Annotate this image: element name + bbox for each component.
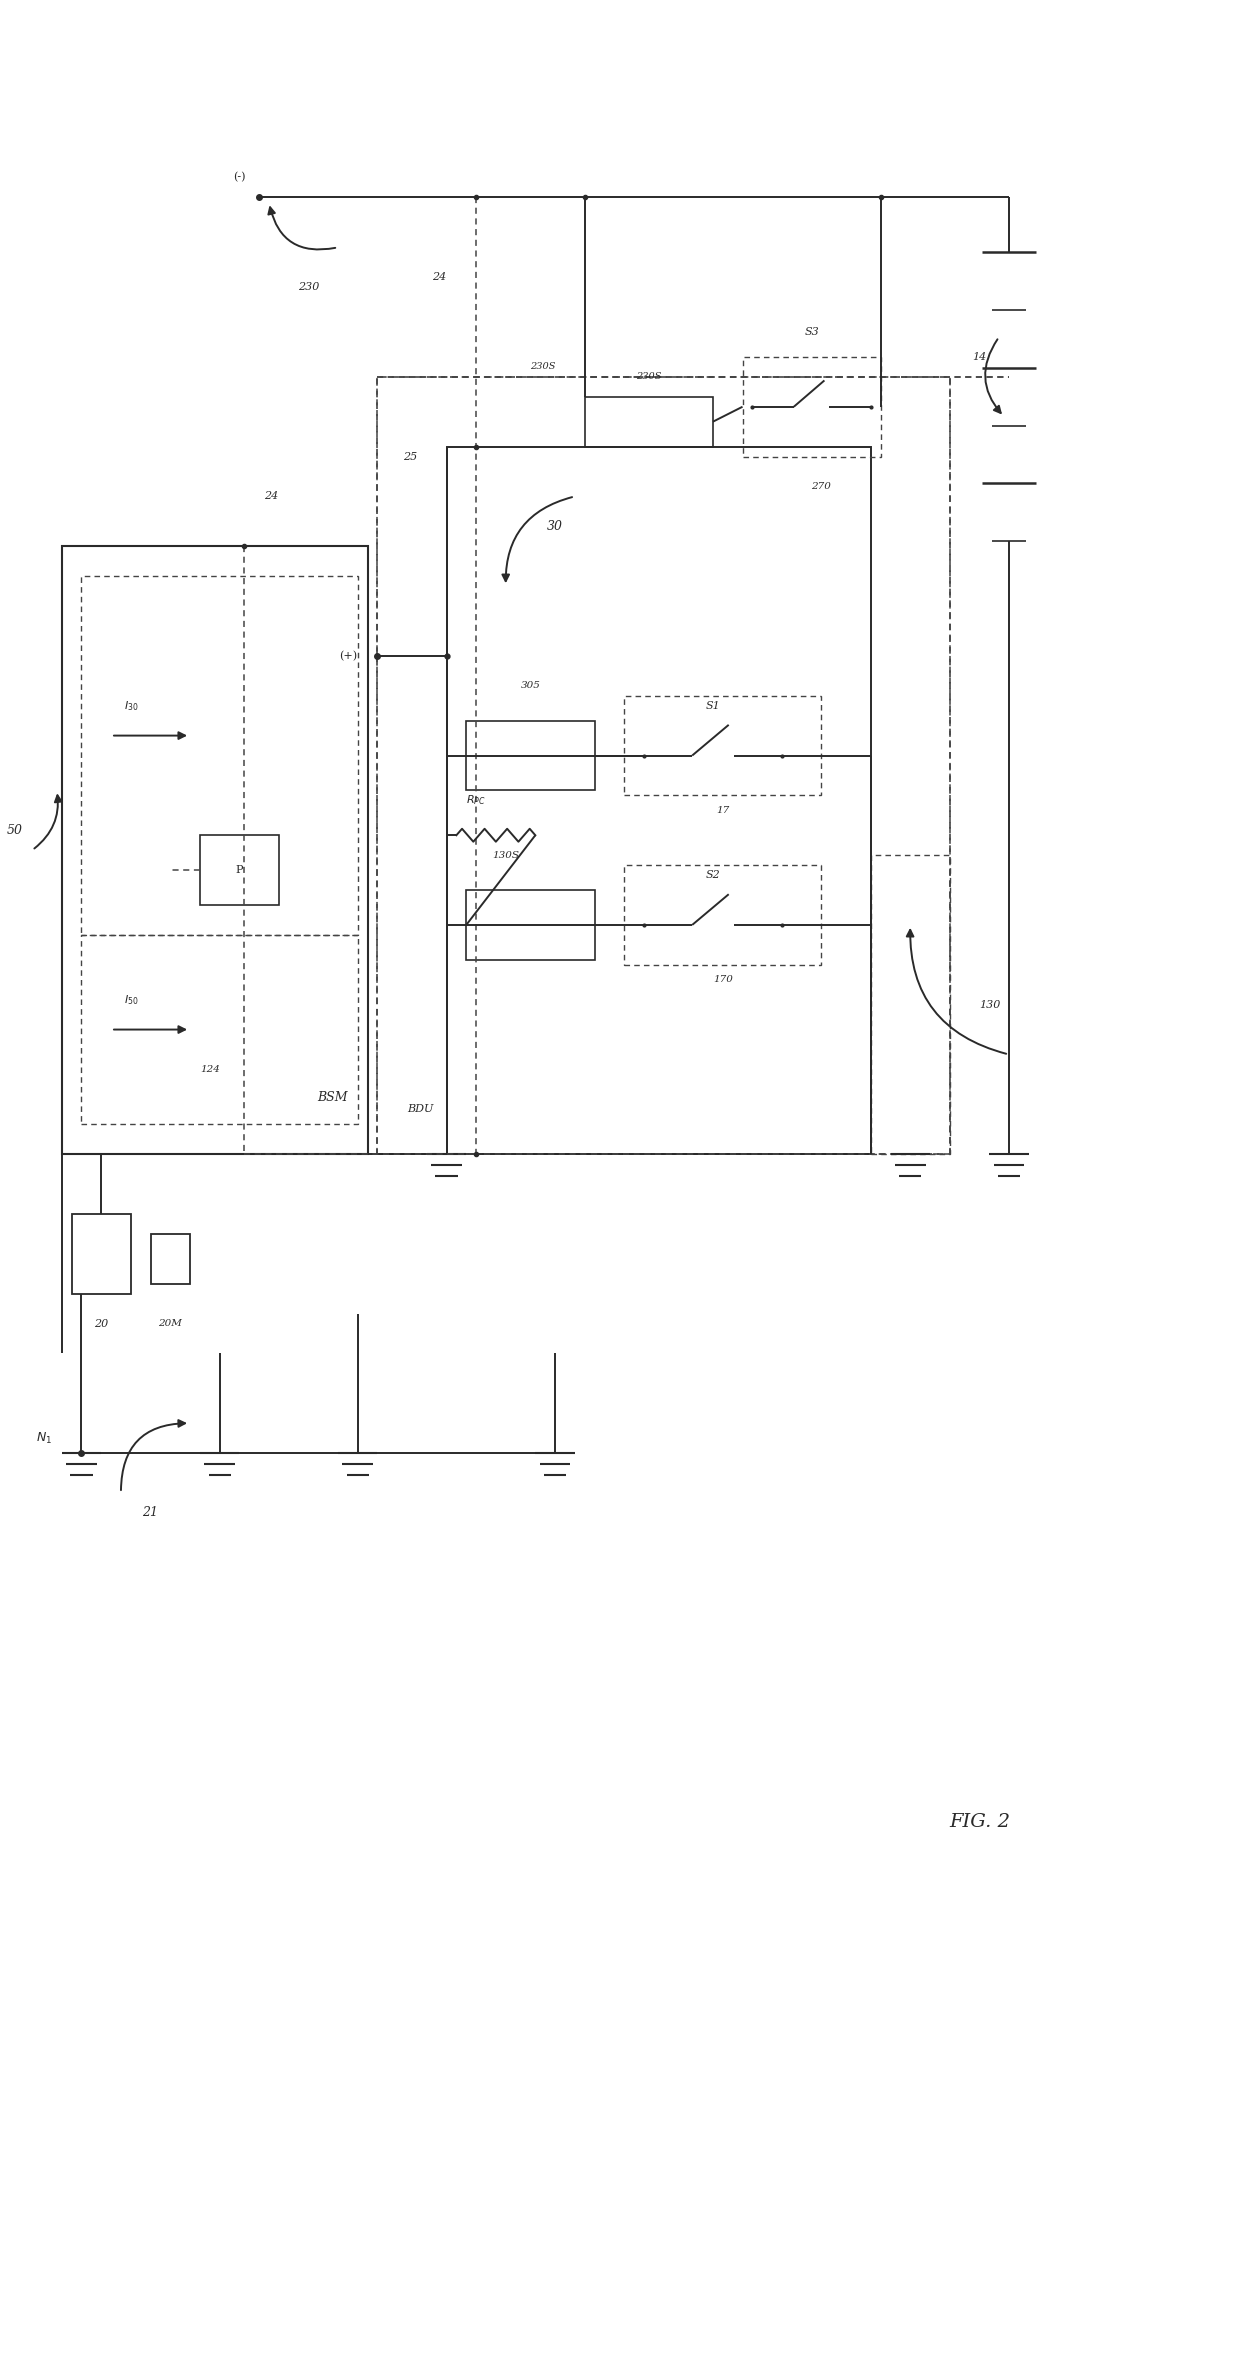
Text: $N_1$: $N_1$	[36, 1432, 52, 1446]
Bar	[72, 1213, 130, 1294]
Bar	[200, 836, 279, 904]
Text: FIG. 2: FIG. 2	[949, 1814, 1009, 1830]
Text: $I_{50}$: $I_{50}$	[124, 992, 138, 1007]
Text: BDU: BDU	[407, 1104, 434, 1113]
Text: 130S: 130S	[492, 850, 520, 859]
Text: 130: 130	[980, 999, 1001, 1009]
Bar	[446, 446, 870, 1154]
Bar	[624, 696, 821, 795]
Bar	[870, 855, 950, 1154]
Text: BSM: BSM	[317, 1092, 348, 1104]
Text: S2: S2	[706, 871, 720, 881]
Bar	[82, 577, 357, 935]
Text: 124: 124	[200, 1066, 219, 1073]
Text: (+): (+)	[339, 650, 357, 660]
Text: 30: 30	[547, 520, 563, 532]
Bar	[624, 864, 821, 964]
Text: 24: 24	[433, 273, 446, 283]
Bar	[743, 356, 880, 456]
Text: S1: S1	[706, 700, 720, 710]
Text: 20: 20	[94, 1318, 108, 1329]
Text: P: P	[236, 864, 243, 876]
Text: 50: 50	[6, 824, 22, 836]
Text: S3: S3	[805, 328, 818, 337]
Bar	[377, 377, 950, 1154]
Text: 20M: 20M	[159, 1320, 182, 1327]
Bar	[466, 722, 594, 791]
Text: 21: 21	[143, 1507, 159, 1519]
Text: 230S: 230S	[636, 373, 661, 382]
Bar	[466, 890, 594, 959]
Text: 24: 24	[264, 491, 278, 501]
Bar	[584, 396, 713, 446]
Text: $I_{30}$: $I_{30}$	[124, 698, 138, 712]
Text: 17: 17	[717, 805, 729, 814]
Text: 230: 230	[299, 283, 320, 292]
Bar	[150, 1234, 190, 1284]
Text: 305: 305	[521, 681, 541, 691]
Text: 230S: 230S	[529, 363, 556, 370]
Text: (-): (-)	[233, 173, 246, 183]
Bar	[62, 546, 367, 1154]
Text: 14: 14	[972, 351, 987, 361]
Text: $R_{PC}$: $R_{PC}$	[466, 793, 486, 807]
Text: 25: 25	[403, 451, 417, 461]
Bar	[82, 935, 357, 1125]
Text: 270: 270	[811, 482, 831, 491]
Text: 170: 170	[713, 976, 733, 985]
